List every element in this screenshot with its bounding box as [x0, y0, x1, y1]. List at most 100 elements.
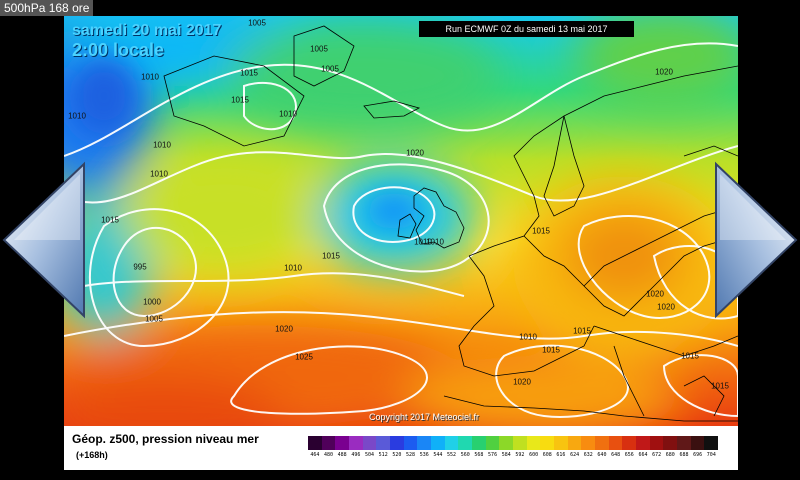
pressure-label: 1010: [279, 109, 297, 119]
color-swatch: [554, 436, 568, 450]
color-scale-tick: 576: [488, 452, 498, 458]
pressure-label: 1010: [68, 111, 86, 121]
color-swatch: [472, 436, 486, 450]
color-scale-tick: 488: [337, 452, 347, 458]
color-scale-tick: 648: [611, 452, 621, 458]
legend-title: Géop. z500, pression niveau mer: [72, 432, 259, 446]
color-scale-tick: 672: [652, 452, 662, 458]
color-swatch: [704, 436, 719, 450]
pressure-label: 1010: [141, 72, 159, 82]
pressure-label: 1015: [711, 381, 729, 391]
previous-arrow-icon[interactable]: [0, 160, 88, 320]
color-scale-tick: 536: [419, 452, 429, 458]
color-swatch: [513, 436, 527, 450]
color-swatch: [431, 436, 445, 450]
color-scale-tick: 480: [323, 452, 334, 458]
color-scale-tick: 600: [529, 452, 539, 458]
color-swatch: [663, 436, 678, 450]
color-scale: 464 480 488 496 504 512 520 528 536 544 552 560 568 5…: [308, 436, 719, 466]
color-swatch: [526, 436, 541, 450]
pressure-label: 1010: [519, 332, 537, 342]
color-swatch: [417, 436, 432, 450]
next-arrow-icon[interactable]: [712, 160, 800, 320]
color-scale-tick: 656: [624, 452, 634, 458]
pressure-label: 1015: [101, 215, 119, 225]
pressure-label: 1005: [321, 64, 339, 74]
pressure-label: 1010: [426, 237, 444, 247]
color-scale-tick: 680: [665, 452, 675, 458]
color-scale-tick: 552: [447, 452, 457, 458]
color-scale-tick: 688: [679, 452, 689, 458]
color-swatch: [499, 436, 514, 450]
color-scale-tick: 512: [378, 452, 388, 458]
color-swatch: [485, 436, 500, 450]
color-swatch: [376, 436, 391, 450]
color-scale-tick: 624: [570, 452, 580, 458]
color-swatch: [335, 436, 350, 450]
color-swatch: [622, 436, 637, 450]
color-swatch: [444, 436, 459, 450]
color-scale-tick: 568: [474, 452, 484, 458]
pressure-label: 1020: [406, 148, 424, 158]
pressure-label: 1015: [240, 68, 258, 78]
color-swatch: [390, 436, 404, 450]
pressure-label: 1020: [657, 302, 675, 312]
color-swatch: [308, 436, 322, 450]
top-bar: [0, 0, 800, 14]
color-swatch: [321, 436, 336, 450]
map-title: 500hPa 168 ore: [0, 0, 94, 16]
pressure-label: 1010: [414, 237, 432, 247]
pressure-label: 1025: [295, 352, 313, 362]
pressure-label: 1020: [513, 377, 531, 387]
pressure-label: 1015: [573, 326, 591, 336]
pressure-label: 1010: [150, 169, 168, 179]
color-scale-tick: 696: [693, 452, 703, 458]
color-swatch: [677, 436, 691, 450]
color-scale-tick: 632: [583, 452, 593, 458]
pressure-label: 995: [133, 262, 147, 272]
valid-time: 2:00 locale: [72, 40, 165, 60]
color-scale-tick: 520: [392, 452, 402, 458]
color-swatch: [362, 436, 377, 450]
pressure-label: 1015: [322, 251, 340, 261]
pressure-label: 1015: [542, 345, 560, 355]
color-scale-tick: 616: [556, 452, 566, 458]
color-swatch: [595, 436, 609, 450]
pressure-label: 1010: [153, 140, 171, 150]
valid-date: samedi 20 mai 2017: [72, 22, 222, 39]
color-scale-ticks: 464 480 488 496 504 512 520 528 536 544 552 560 568 5…: [308, 452, 718, 462]
color-scale-tick: 560: [460, 452, 470, 458]
pressure-label: 1020: [646, 289, 664, 299]
color-swatch: [636, 436, 650, 450]
color-swatch: [690, 436, 705, 450]
color-scale-tick: 704: [706, 452, 716, 458]
color-swatch: [608, 436, 623, 450]
color-scale-tick: 592: [515, 452, 525, 458]
color-scale-tick: 664: [638, 452, 648, 458]
legend-subtitle: (+168h): [76, 450, 108, 460]
color-scale-tick: 584: [501, 452, 511, 458]
color-swatch: [458, 436, 473, 450]
color-scale-tick: 608: [542, 452, 552, 458]
pressure-label: 1020: [275, 324, 293, 334]
color-swatch: [349, 436, 363, 450]
color-swatch: [567, 436, 582, 450]
color-swatch: [403, 436, 418, 450]
run-label: Run ECMWF 0Z du samedi 13 mai 2017: [419, 21, 634, 37]
color-swatch: [540, 436, 555, 450]
color-swatch: [581, 436, 596, 450]
copyright-notice: Copyright 2017 Meteociel.fr: [369, 412, 480, 422]
color-scale-tick: 640: [597, 452, 607, 458]
color-scale-tick: 528: [406, 452, 416, 458]
pressure-label: 1015: [532, 226, 550, 236]
color-scale-tick: 544: [433, 452, 443, 458]
pressure-label: 1015: [231, 95, 249, 105]
weather-map: samedi 20 mai 2017 2:00 locale Run ECMWF…: [64, 16, 738, 426]
color-scale-tick: 464: [310, 452, 320, 458]
geopotential-field: [64, 16, 738, 426]
pressure-label: 1020: [655, 67, 673, 77]
pressure-label: 1000: [143, 297, 161, 307]
color-scale-tick: 496: [351, 452, 361, 458]
pressure-label: 1005: [310, 44, 328, 54]
pressure-label: 1005: [145, 314, 163, 324]
